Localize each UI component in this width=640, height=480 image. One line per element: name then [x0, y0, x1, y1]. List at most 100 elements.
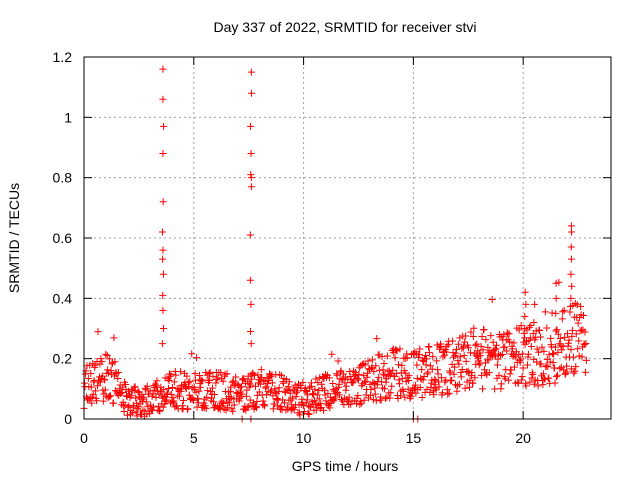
data-point [392, 346, 400, 354]
data-point [533, 345, 541, 353]
data-point [133, 412, 141, 420]
data-point [245, 403, 253, 411]
data-point [416, 384, 424, 392]
data-point [144, 402, 152, 410]
data-point [500, 331, 508, 339]
data-point [261, 402, 269, 410]
data-point [559, 308, 567, 316]
data-point [247, 68, 255, 76]
data-point [192, 388, 200, 396]
data-point [577, 302, 585, 310]
data-point [312, 375, 320, 383]
data-point [377, 396, 385, 404]
data-point [159, 403, 167, 411]
data-point [450, 370, 458, 378]
data-point [324, 390, 332, 398]
data-point [522, 300, 530, 308]
y-tick-label: 0.8 [53, 170, 73, 186]
data-point [156, 407, 164, 415]
data-point [97, 355, 105, 363]
grid [84, 57, 611, 419]
data-point [523, 361, 531, 369]
data-point [289, 394, 297, 402]
data-point [159, 306, 167, 314]
data-point [580, 340, 588, 348]
data-point [253, 398, 261, 406]
data-point [101, 376, 109, 384]
data-point [361, 361, 369, 369]
data-point [540, 347, 548, 355]
data-point [159, 394, 167, 402]
data-point [383, 393, 391, 401]
data-point [449, 337, 457, 345]
y-tick-label: 0.2 [53, 351, 73, 367]
data-point [275, 384, 283, 392]
data-point [315, 395, 323, 403]
data-point [399, 387, 407, 395]
data-point [303, 388, 311, 396]
data-point [352, 372, 360, 380]
data-point [434, 370, 442, 378]
data-point [109, 399, 117, 407]
data-point [580, 312, 588, 320]
data-point [519, 364, 527, 372]
data-point [371, 390, 379, 398]
data-point [521, 312, 529, 320]
data-point [223, 370, 231, 378]
data-point [564, 330, 572, 338]
data-point [128, 409, 136, 417]
data-point [229, 407, 237, 415]
data-point [233, 380, 241, 388]
data-point [488, 295, 496, 303]
data-point [177, 387, 185, 395]
data-point [425, 349, 433, 357]
data-point [102, 350, 110, 358]
data-point [545, 351, 553, 359]
data-point [478, 333, 486, 341]
data-point [475, 361, 483, 369]
data-point [541, 375, 549, 383]
x-tick-label: 15 [406, 430, 422, 446]
data-point [246, 276, 254, 284]
data-point [437, 374, 445, 382]
data-point [165, 385, 173, 393]
data-point [209, 372, 217, 380]
data-point [159, 198, 167, 206]
data-point [452, 345, 460, 353]
data-point [473, 340, 481, 348]
data-point [418, 394, 426, 402]
data-point [249, 370, 257, 378]
data-point [93, 397, 101, 405]
data-point [504, 329, 512, 337]
data-point [539, 370, 547, 378]
data-point [369, 378, 377, 386]
data-point [335, 380, 343, 388]
data-point [123, 411, 131, 419]
data-point [477, 352, 485, 360]
data-point [413, 361, 421, 369]
data-point [246, 231, 254, 239]
data-point [311, 385, 319, 393]
data-point [299, 379, 307, 387]
data-point [429, 353, 437, 361]
data-point [403, 354, 411, 362]
data-point [503, 347, 511, 355]
data-point [94, 328, 102, 336]
data-point [479, 346, 487, 354]
data-point [134, 388, 142, 396]
data-point [290, 406, 298, 414]
data-point [160, 122, 168, 130]
data-point [240, 375, 248, 383]
data-point [217, 369, 225, 377]
data-point [247, 183, 255, 191]
y-tick-label: 0.6 [53, 230, 73, 246]
data-point [383, 352, 391, 360]
data-point [195, 387, 203, 395]
data-point [160, 386, 168, 394]
data-point [266, 388, 274, 396]
data-point [198, 377, 206, 385]
data-point [530, 380, 538, 388]
data-point [158, 340, 166, 348]
data-point [286, 389, 294, 397]
data-point [252, 404, 260, 412]
